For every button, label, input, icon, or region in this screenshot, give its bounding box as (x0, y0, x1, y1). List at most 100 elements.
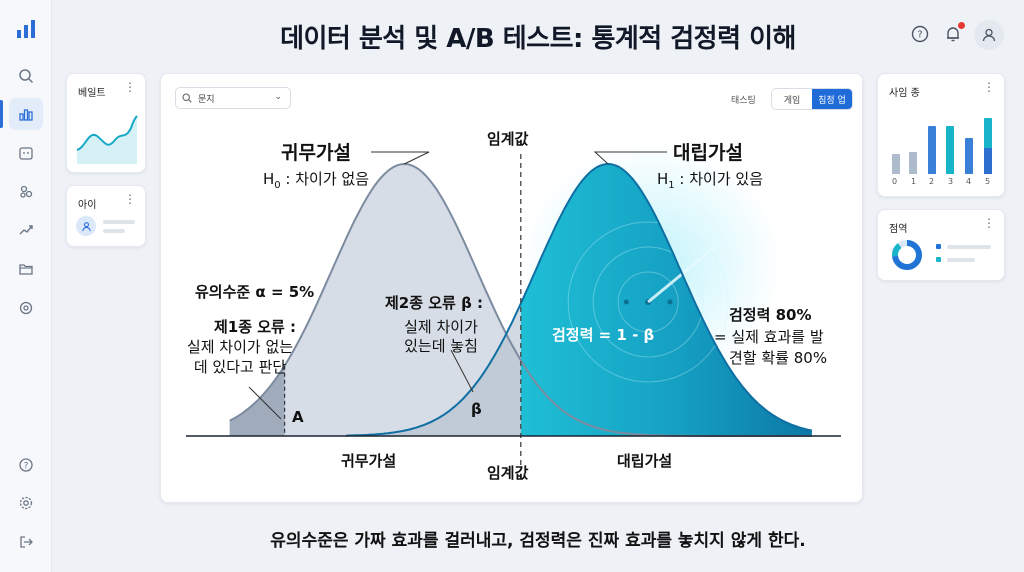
bar (984, 148, 992, 174)
axis-label-null: 귀무가설 (341, 452, 397, 470)
tab-testing[interactable]: 태스팅 (731, 96, 756, 106)
null-h: H (263, 170, 275, 188)
chevron-down-icon: ⌄ (274, 92, 282, 102)
user-icon (982, 28, 996, 42)
null-hypothesis-label: H0 : 차이가 없음 (263, 168, 369, 191)
type1-leader (248, 386, 282, 420)
type2-mark: β (471, 400, 482, 418)
more-icon[interactable]: ⋮ (124, 80, 136, 94)
more-icon[interactable]: ⋮ (983, 216, 995, 230)
logo-icon (17, 20, 35, 38)
bar (965, 138, 973, 174)
trend-icon[interactable] (9, 214, 43, 246)
folder-icon[interactable] (9, 253, 43, 285)
search-text: 문지 (198, 94, 215, 105)
widget-label: 아이 (78, 200, 97, 211)
placeholder-line (947, 258, 975, 262)
donut-chart (892, 240, 922, 270)
caption: 유의수준은 가짜 효과를 걸러내고, 검정력은 진짜 효과를 놓치지 않게 한다… (270, 531, 806, 551)
more-icon[interactable]: ⋮ (124, 192, 136, 206)
search-icon (182, 93, 192, 103)
widget-label: 사임 종 (889, 88, 920, 99)
radar-ring (592, 246, 704, 358)
alt-hypothesis-label: H1 : 차이가 있음 (657, 168, 763, 191)
bar-tick-label: 5 (985, 177, 991, 186)
placeholder-line (103, 220, 135, 224)
bar-tick-label: 3 (948, 177, 954, 186)
type1-title: 제1종 오류 : (213, 318, 297, 336)
power-line1: = 실제 효과를 발 (714, 328, 824, 346)
widget-user[interactable]: 아이 ⋮ (66, 185, 146, 247)
distribution-chart (186, 144, 841, 469)
widget-donut[interactable]: 점역 ⋮ (877, 209, 1005, 281)
calendar-icon[interactable] (9, 137, 43, 169)
mini-bars (890, 114, 998, 174)
search-dropdown[interactable]: 문지 ⌄ (175, 87, 291, 109)
radar-beam (647, 237, 726, 304)
legend-swatch (936, 244, 941, 249)
bar-tick-label: 2 (929, 177, 935, 186)
widget-label: 베일트 (78, 88, 106, 99)
radar-ring (617, 271, 679, 333)
seg-button-game[interactable]: 게임 (783, 95, 801, 106)
help-icon[interactable]: ? (9, 449, 43, 481)
users-icon[interactable] (9, 176, 43, 208)
bar-tick-label: 1 (911, 177, 917, 186)
alt-curve (346, 163, 813, 437)
search-icon[interactable] (9, 60, 43, 92)
svg-text:?: ? (24, 462, 29, 472)
gear-icon[interactable] (9, 487, 43, 519)
power-region (520, 164, 812, 436)
type1-line1: 실제 차이가 없는 (186, 338, 294, 356)
bar (928, 126, 936, 174)
alt-sub: 1 (668, 180, 675, 191)
widget-label: 점역 (889, 224, 908, 235)
type1-mark: A (292, 408, 304, 426)
alpha-label: 유의수준 α = 5% (195, 283, 315, 301)
power-line2: 견할 확률 80% (729, 349, 828, 367)
bar-tick-label: 4 (966, 177, 972, 186)
type2-leader (450, 349, 474, 393)
type2-title: 제2종 오류 β : (385, 294, 484, 312)
segmented-control: 게임 침정 업 (771, 88, 853, 110)
user-icon (76, 216, 96, 236)
more-icon[interactable]: ⋮ (983, 80, 995, 94)
bar (892, 154, 900, 174)
placeholder-line (103, 229, 125, 233)
critical-value-bottom: 임계값 (487, 464, 529, 482)
null-text: : 차이가 없음 (280, 170, 370, 188)
type2-line2: 있는데 놓침 (404, 337, 478, 355)
alt-text: : 차이가 있음 (674, 170, 764, 188)
radar-ring (567, 221, 729, 383)
bar (984, 118, 992, 174)
axis-label-alt: 대립가설 (617, 452, 673, 470)
active-indicator (0, 100, 3, 128)
widget-line-chart[interactable]: 베일트 ⋮ (66, 73, 146, 173)
page-title: 데이터 분석 및 A/B 테스트: 통계적 검정력 이해 (280, 24, 796, 54)
avatar[interactable] (974, 20, 1004, 50)
bar (909, 152, 917, 174)
bar-tick-label: 0 (892, 177, 898, 186)
alt-h: H (657, 170, 669, 188)
settings-badge-icon[interactable] (9, 292, 43, 324)
bell-icon[interactable] (943, 24, 963, 44)
beta-region (346, 303, 521, 436)
bar-chart-icon[interactable] (9, 98, 43, 130)
sparkline (76, 115, 138, 164)
legend-swatch (936, 257, 941, 262)
null-title: 귀무가설 (281, 142, 351, 164)
null-distribution-area (229, 164, 812, 436)
svg-text:?: ? (917, 30, 922, 41)
radar-dot (667, 299, 673, 305)
seg-button-active[interactable]: 침정 업 (812, 89, 852, 109)
null-sub: 0 (274, 180, 281, 191)
widget-bar-chart[interactable]: 사임 종 ⋮ 0 1 2 3 4 5 (877, 73, 1005, 197)
sidebar: ? (0, 0, 52, 572)
placeholder-line (947, 245, 991, 249)
power-title: 검정력 80% (729, 306, 812, 324)
notification-badge (958, 22, 965, 29)
type2-line1: 실제 차이가 (404, 318, 478, 336)
power-formula: 검정력 = 1 - β (552, 326, 655, 344)
logout-icon[interactable] (9, 526, 43, 558)
help-icon[interactable]: ? (910, 24, 930, 44)
